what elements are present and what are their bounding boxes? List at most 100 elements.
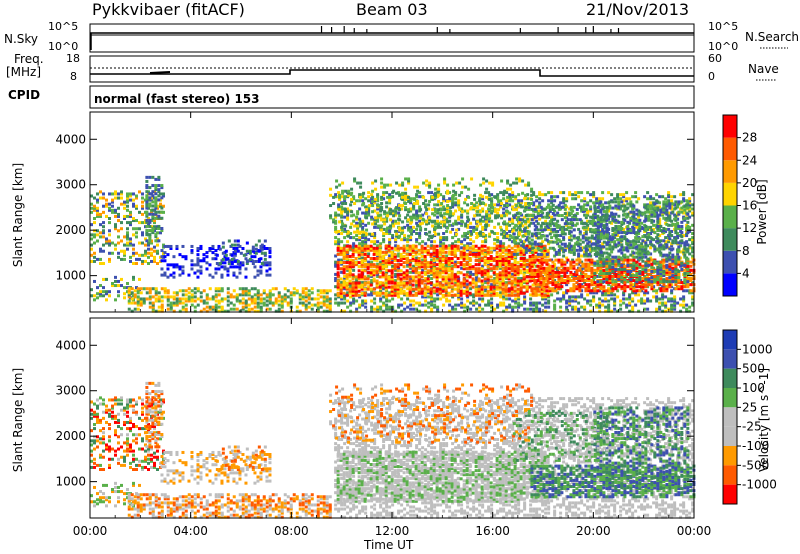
power-cell xyxy=(397,191,401,195)
power-cell xyxy=(259,301,263,305)
power-cell xyxy=(251,262,255,265)
power-cell xyxy=(478,305,482,309)
power-cell xyxy=(236,262,240,265)
power-cell xyxy=(334,297,338,301)
power-cell xyxy=(256,295,260,299)
power-cell xyxy=(604,232,608,235)
power-cell xyxy=(534,289,538,293)
power-cell xyxy=(634,195,638,199)
power-cell xyxy=(345,285,349,289)
power-cell xyxy=(387,285,391,289)
power-cell xyxy=(352,219,356,223)
power-cell xyxy=(144,198,147,202)
power-cell xyxy=(220,273,224,277)
power-cell xyxy=(360,283,364,287)
power-cell xyxy=(498,254,502,258)
power-cell xyxy=(589,207,593,211)
power-cell xyxy=(429,289,433,293)
power-cell xyxy=(483,277,487,281)
power-cell xyxy=(351,281,355,285)
power-cell xyxy=(504,275,508,279)
power-cell xyxy=(346,258,350,262)
power-cell xyxy=(229,295,233,299)
power-cell xyxy=(462,273,466,277)
power-cell xyxy=(289,301,293,305)
power-cell xyxy=(664,227,668,231)
power-cell xyxy=(496,240,500,244)
power-cell xyxy=(108,257,111,261)
power-cell xyxy=(154,299,158,303)
power-cell xyxy=(435,275,439,279)
power-cell xyxy=(560,260,564,264)
power-cell xyxy=(628,221,632,225)
power-cell xyxy=(510,257,514,260)
power-cell xyxy=(655,291,659,295)
power-cell xyxy=(547,199,551,203)
power-cell xyxy=(586,254,590,258)
power-cell xyxy=(673,301,677,305)
power-cell xyxy=(432,244,436,248)
power-cell xyxy=(114,196,117,200)
power-cell xyxy=(96,206,99,210)
power-cell xyxy=(354,289,358,293)
power-cell xyxy=(411,269,415,273)
power-cell xyxy=(370,281,374,285)
power-cell xyxy=(96,296,99,300)
power-cell xyxy=(501,291,505,295)
power-cell xyxy=(587,285,591,289)
power-cell xyxy=(232,247,236,250)
power-cell xyxy=(336,252,340,256)
power-cell xyxy=(490,219,494,223)
power-cell xyxy=(533,270,537,274)
power-cell xyxy=(691,297,695,301)
power-cell xyxy=(463,305,467,309)
power-cell xyxy=(523,268,527,272)
power-cell xyxy=(339,261,343,265)
power-cell xyxy=(563,274,567,278)
power-cell xyxy=(394,221,398,225)
power-cell xyxy=(379,297,383,301)
power-cell xyxy=(466,215,470,219)
power-cell xyxy=(530,270,534,274)
power-cell xyxy=(105,241,108,245)
power-cell xyxy=(477,271,481,275)
power-cell xyxy=(343,236,347,240)
power-cell xyxy=(604,299,608,303)
power-cell xyxy=(529,307,533,311)
power-cell xyxy=(244,267,248,271)
power-cell xyxy=(105,204,108,208)
power-cell xyxy=(472,240,476,244)
power-cell xyxy=(430,244,434,248)
power-cell xyxy=(238,287,242,291)
power-cell xyxy=(441,246,445,250)
power-cell xyxy=(346,248,350,252)
power-cell xyxy=(139,287,143,291)
power-cell xyxy=(93,279,96,283)
power-cell xyxy=(420,289,424,293)
power-cell xyxy=(637,293,641,297)
power-cell xyxy=(508,229,512,233)
power-cell xyxy=(151,208,155,212)
power-cell xyxy=(477,287,481,291)
power-cell xyxy=(619,303,623,307)
power-cell xyxy=(610,250,614,254)
power-cell xyxy=(412,303,416,307)
power-cell xyxy=(205,251,209,255)
power-cell xyxy=(370,274,374,278)
power-cell xyxy=(504,283,508,287)
power-cell xyxy=(420,254,424,258)
power-cell xyxy=(532,191,536,195)
power-cell xyxy=(385,305,389,309)
power-cell xyxy=(391,219,395,223)
power-cell xyxy=(658,297,662,301)
power-cell xyxy=(169,247,173,250)
power-cell xyxy=(322,291,326,295)
power-cell xyxy=(387,281,391,285)
power-cell xyxy=(501,261,505,265)
power-cell xyxy=(133,293,137,297)
power-cell xyxy=(163,259,167,263)
power-cell xyxy=(435,254,439,258)
power-cell xyxy=(379,283,383,287)
power-cell xyxy=(538,309,542,313)
power-cell xyxy=(339,291,343,295)
